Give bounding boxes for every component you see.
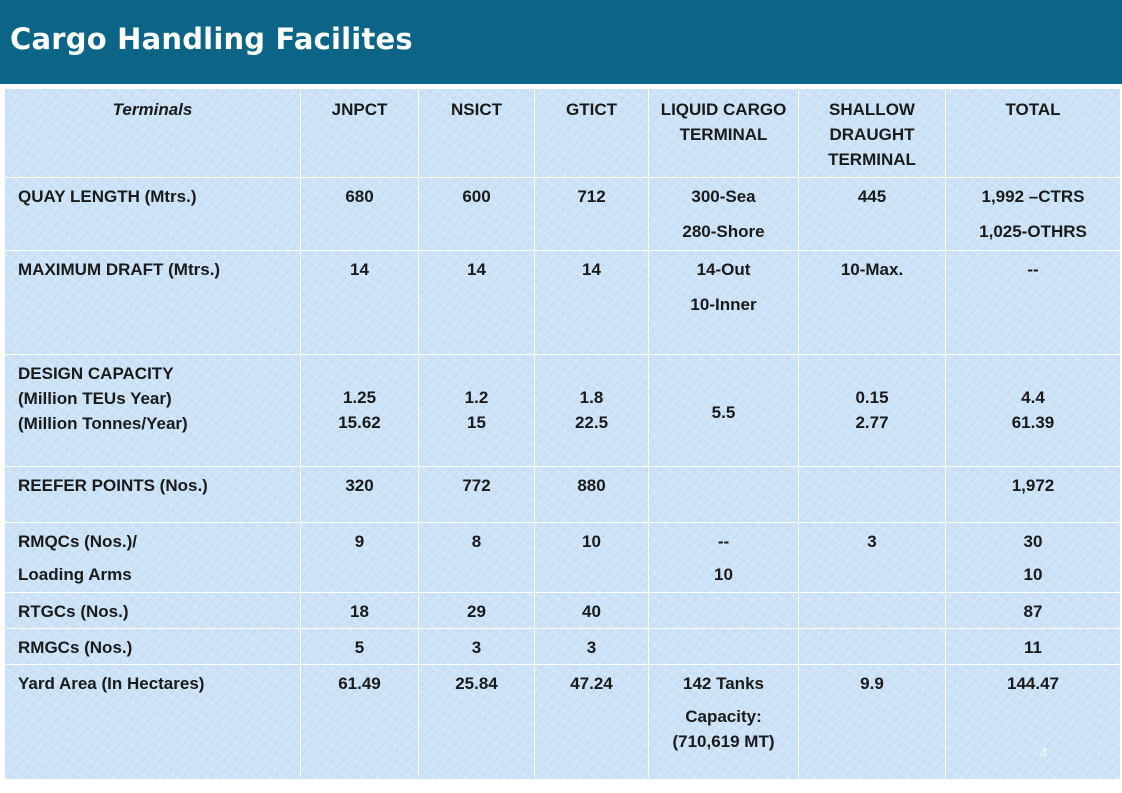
slide-header: Cargo Handling Facilites <box>0 0 1122 84</box>
cell-liquid-cargo <box>648 592 799 629</box>
row-label: Yard Area (In Hectares) <box>4 664 301 780</box>
cell-nsict: 29 <box>418 592 535 629</box>
cell-jnpct: 5 <box>300 628 419 665</box>
cell-jnpct: 320 <box>300 466 419 523</box>
cell-total: 1,972 <box>945 466 1121 523</box>
slide-number: 4 <box>1040 744 1048 760</box>
cell-jnpct: 680 <box>300 177 419 251</box>
cell-gtict: 14 <box>534 250 649 355</box>
cell-total: 87 <box>945 592 1121 629</box>
cell-shallow-draught: 445 <box>798 177 946 251</box>
column-header-total: TOTAL <box>945 88 1121 178</box>
cell-total: -- <box>945 250 1121 355</box>
cell-total: 144.47 <box>945 664 1121 780</box>
cell-shallow-draught <box>798 592 946 629</box>
table-row: MAXIMUM DRAFT (Mtrs.) 14 14 14 14-Out 10-… <box>4 250 1121 355</box>
cell-liquid-cargo: -- 10 <box>648 522 799 593</box>
page-title: Cargo Handling Facilites <box>10 22 413 56</box>
cell-liquid-cargo: 300-Sea 280-Shore <box>648 177 799 251</box>
column-header-shallow-draught-terminal: SHALLOW DRAUGHT TERMINAL <box>798 88 946 178</box>
cell-shallow-draught <box>798 628 946 665</box>
cell-liquid-cargo: 14-Out 10-Inner <box>648 250 799 355</box>
column-header-liquid-cargo-terminal: LIQUID CARGO TERMINAL <box>648 88 799 178</box>
cell-total: 11 <box>945 628 1121 665</box>
cell-nsict: 772 <box>418 466 535 523</box>
cell-gtict: 1.8 22.5 <box>534 354 649 467</box>
cargo-facilities-table: Terminals JNPCT NSICT GTICT LIQUID CARGO… <box>4 88 1121 780</box>
table-row: RMGCs (Nos.) 5 3 3 11 <box>4 628 1121 665</box>
table-row: RMQCs (Nos.)/Loading Arms 9 8 10 -- 10 3 … <box>4 522 1121 593</box>
cell-gtict: 40 <box>534 592 649 629</box>
row-label: RMGCs (Nos.) <box>4 628 301 665</box>
cell-shallow-draught: 10-Max. <box>798 250 946 355</box>
cell-liquid-cargo: 142 Tanks Capacity: (710,619 MT) <box>648 664 799 780</box>
cell-liquid-cargo: 5.5 <box>648 354 799 467</box>
cell-gtict: 10 <box>534 522 649 593</box>
cell-jnpct: 14 <box>300 250 419 355</box>
cell-jnpct: 18 <box>300 592 419 629</box>
row-label: MAXIMUM DRAFT (Mtrs.) <box>4 250 301 355</box>
cell-nsict: 8 <box>418 522 535 593</box>
cell-nsict: 14 <box>418 250 535 355</box>
cell-gtict: 3 <box>534 628 649 665</box>
cell-nsict: 1.2 15 <box>418 354 535 467</box>
column-header-jnpct: JNPCT <box>300 88 419 178</box>
cell-total: 4.4 61.39 <box>945 354 1121 467</box>
cell-jnpct: 9 <box>300 522 419 593</box>
table-row: QUAY LENGTH (Mtrs.) 680 600 712 300-Sea 2… <box>4 177 1121 251</box>
cell-jnpct: 61.49 <box>300 664 419 780</box>
cell-nsict: 25.84 <box>418 664 535 780</box>
row-label: RTGCs (Nos.) <box>4 592 301 629</box>
cell-gtict: 47.24 <box>534 664 649 780</box>
cell-jnpct: 1.25 15.62 <box>300 354 419 467</box>
table-row: REEFER POINTS (Nos.) 320 772 880 1,972 <box>4 466 1121 523</box>
row-label: RMQCs (Nos.)/Loading Arms <box>4 522 301 593</box>
cell-total: 30 10 <box>945 522 1121 593</box>
cell-gtict: 712 <box>534 177 649 251</box>
row-label: REEFER POINTS (Nos.) <box>4 466 301 523</box>
table-row: DESIGN CAPACITY (Million TEUs Year) (Milli… <box>4 354 1121 467</box>
row-label: DESIGN CAPACITY (Million TEUs Year) (Milli… <box>4 354 301 467</box>
cell-nsict: 600 <box>418 177 535 251</box>
table-row: Yard Area (In Hectares) 61.49 25.84 47.2… <box>4 664 1121 780</box>
cell-nsict: 3 <box>418 628 535 665</box>
column-header-terminals: Terminals <box>4 88 301 178</box>
cell-shallow-draught <box>798 466 946 523</box>
cell-gtict: 880 <box>534 466 649 523</box>
cell-shallow-draught: 3 <box>798 522 946 593</box>
cell-total: 1,992 –CTRS 1,025-OTHRS <box>945 177 1121 251</box>
table-row: RTGCs (Nos.) 18 29 40 87 <box>4 592 1121 629</box>
row-label: QUAY LENGTH (Mtrs.) <box>4 177 301 251</box>
table-header-row: Terminals JNPCT NSICT GTICT LIQUID CARGO… <box>4 88 1121 178</box>
cell-shallow-draught: 0.15 2.77 <box>798 354 946 467</box>
cell-liquid-cargo <box>648 466 799 523</box>
cell-shallow-draught: 9.9 <box>798 664 946 780</box>
column-header-nsict: NSICT <box>418 88 535 178</box>
cell-liquid-cargo <box>648 628 799 665</box>
column-header-gtict: GTICT <box>534 88 649 178</box>
